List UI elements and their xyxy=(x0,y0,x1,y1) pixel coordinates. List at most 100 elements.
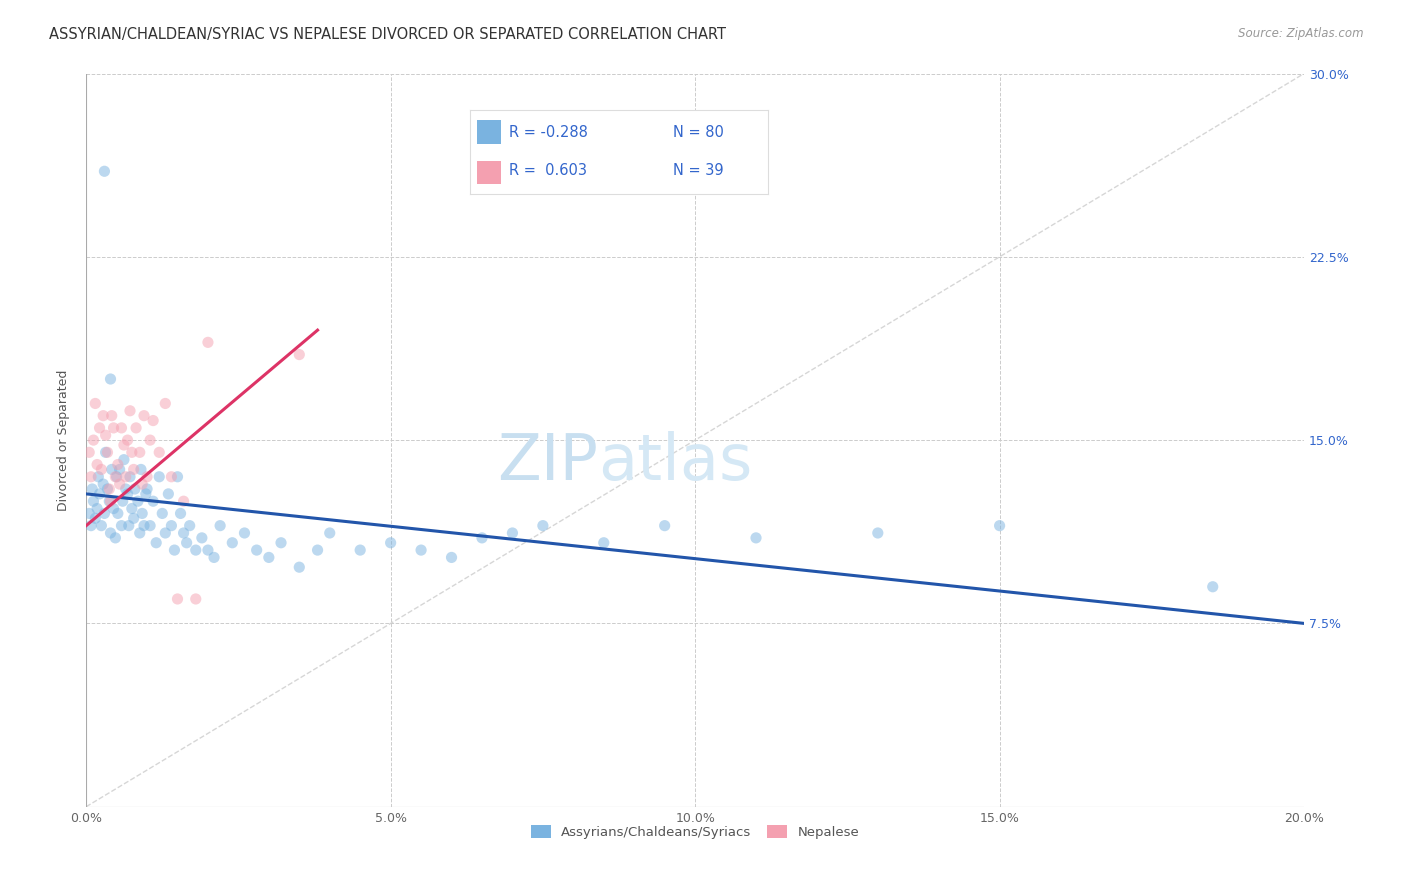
Point xyxy=(349,543,371,558)
Point xyxy=(96,482,118,496)
Point xyxy=(110,518,132,533)
Point xyxy=(191,531,214,545)
Point xyxy=(118,518,141,533)
Point xyxy=(131,507,153,521)
Point xyxy=(93,507,115,521)
Point xyxy=(77,445,100,459)
Point xyxy=(114,469,136,483)
Text: Source: ZipAtlas.com: Source: ZipAtlas.com xyxy=(1239,27,1364,40)
Point xyxy=(89,487,111,501)
Point xyxy=(117,487,139,501)
Point xyxy=(110,421,132,435)
Point xyxy=(246,543,269,558)
Point xyxy=(112,452,135,467)
Point xyxy=(91,477,114,491)
Point xyxy=(124,482,146,496)
Point xyxy=(160,518,183,533)
Point xyxy=(122,462,145,476)
Point xyxy=(471,531,494,545)
Point xyxy=(592,535,614,549)
Point xyxy=(257,550,280,565)
Point xyxy=(131,477,153,491)
Point xyxy=(94,428,117,442)
Point xyxy=(169,507,191,521)
Point xyxy=(319,526,342,541)
Point xyxy=(104,531,127,545)
Point xyxy=(163,543,186,558)
Point xyxy=(501,526,523,541)
Point xyxy=(270,535,292,549)
Point xyxy=(125,421,148,435)
Point xyxy=(100,494,122,508)
Point xyxy=(77,507,100,521)
Point xyxy=(136,469,159,483)
Point xyxy=(100,462,122,476)
Point xyxy=(150,507,173,521)
Point xyxy=(148,445,170,459)
Point xyxy=(103,501,125,516)
Point xyxy=(104,469,127,483)
Point xyxy=(107,507,129,521)
Text: ZIP: ZIP xyxy=(496,431,598,493)
Point xyxy=(107,458,129,472)
Point xyxy=(129,462,152,476)
Point xyxy=(139,518,162,533)
Point xyxy=(866,526,889,541)
Point xyxy=(179,518,201,533)
Point xyxy=(100,372,122,386)
Point xyxy=(98,482,121,496)
Point xyxy=(380,535,402,549)
Point xyxy=(531,518,554,533)
Point xyxy=(233,526,256,541)
Point xyxy=(409,543,432,558)
Point xyxy=(221,535,243,549)
Point xyxy=(121,501,143,516)
Point xyxy=(135,487,157,501)
Point xyxy=(654,518,676,533)
Point xyxy=(127,494,149,508)
Point xyxy=(142,494,165,508)
Point xyxy=(209,518,232,533)
Point xyxy=(112,438,135,452)
Point xyxy=(142,413,165,427)
Text: ASSYRIAN/CHALDEAN/SYRIAC VS NEPALESE DIVORCED OR SEPARATED CORRELATION CHART: ASSYRIAN/CHALDEAN/SYRIAC VS NEPALESE DIV… xyxy=(49,27,727,42)
Point xyxy=(148,469,170,483)
Point xyxy=(136,482,159,496)
Point xyxy=(111,494,134,508)
Point xyxy=(184,591,207,606)
Point xyxy=(86,501,108,516)
Point xyxy=(82,482,104,496)
Point xyxy=(94,445,117,459)
Point xyxy=(157,487,180,501)
Point xyxy=(118,469,141,483)
Point xyxy=(84,396,107,410)
Point xyxy=(139,433,162,447)
Point xyxy=(122,511,145,525)
Point xyxy=(105,469,128,483)
Point xyxy=(90,518,112,533)
Point xyxy=(100,526,122,541)
Point xyxy=(166,591,188,606)
Point xyxy=(176,535,198,549)
Legend: Assyrians/Chaldeans/Syriacs, Nepalese: Assyrians/Chaldeans/Syriacs, Nepalese xyxy=(526,820,865,844)
Point xyxy=(90,462,112,476)
Point xyxy=(80,518,103,533)
Point xyxy=(86,458,108,472)
Point xyxy=(197,335,219,350)
Point xyxy=(288,560,311,574)
Point xyxy=(155,526,177,541)
Point xyxy=(173,494,195,508)
Point xyxy=(82,494,104,508)
Point xyxy=(108,477,131,491)
Point xyxy=(82,433,104,447)
Point xyxy=(166,469,188,483)
Point xyxy=(745,531,768,545)
Point xyxy=(80,469,103,483)
Point xyxy=(440,550,463,565)
Point xyxy=(132,518,155,533)
Point xyxy=(128,445,150,459)
Y-axis label: Divorced or Separated: Divorced or Separated xyxy=(58,369,70,511)
Point xyxy=(117,433,139,447)
Point xyxy=(100,409,122,423)
Point xyxy=(202,550,225,565)
